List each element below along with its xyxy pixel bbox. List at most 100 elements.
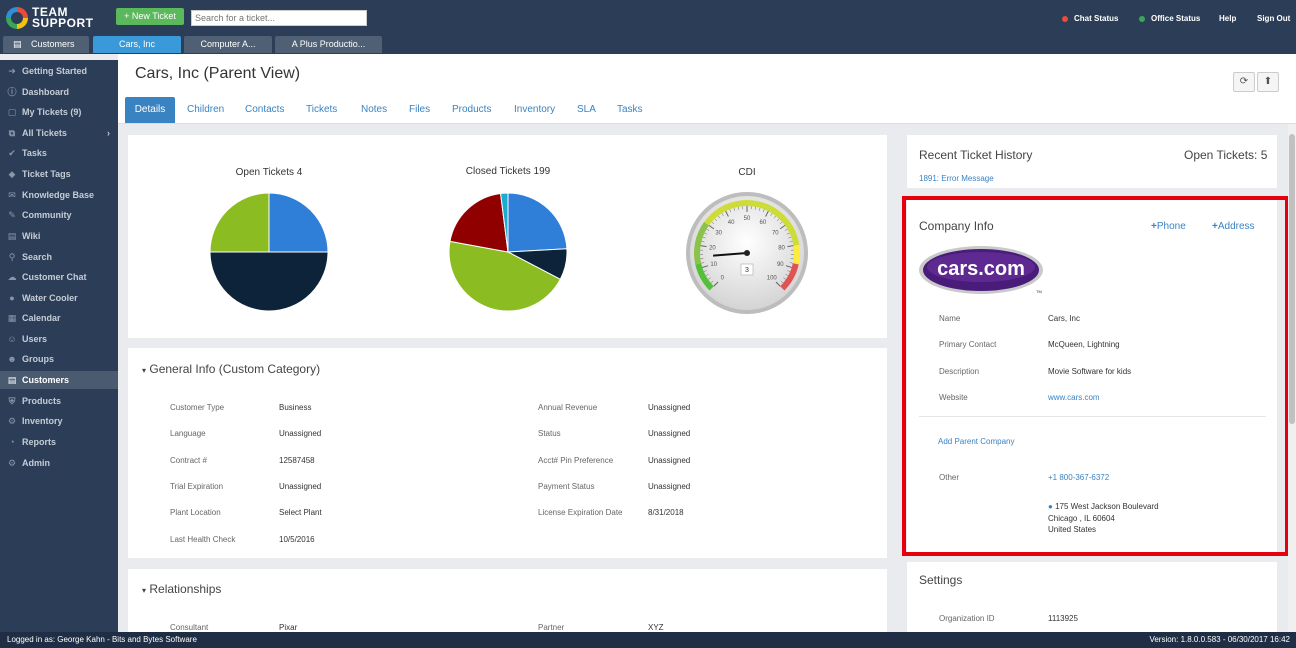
open-tickets-pie-chart[interactable] (209, 192, 329, 312)
sidebar-item-admin[interactable]: ⚙ Admin (0, 454, 118, 472)
annual-revenue-value[interactable]: Unassigned (648, 403, 691, 412)
last-health-check-value[interactable]: 10/5/2016 (279, 535, 315, 544)
add-parent-company-link[interactable]: Add Parent Company (938, 437, 1015, 446)
open-tickets-pie-slice-1[interactable] (209, 251, 329, 312)
add-address-button[interactable]: +Address (1212, 221, 1255, 232)
new-ticket-button[interactable]: + New Ticket (116, 8, 184, 25)
sidebar-item-community[interactable]: ✎ Community (0, 206, 118, 224)
primary-contact-value[interactable]: McQueen, Lightning (1048, 340, 1120, 349)
sidebar-item-all-tickets[interactable]: ⧉ All Tickets › (0, 124, 118, 142)
acct-pin-preference-value[interactable]: Unassigned (648, 456, 691, 465)
scrollbar-thumb[interactable] (1289, 134, 1295, 424)
sidebar-item-wiki[interactable]: ▤ Wiki (0, 227, 118, 245)
tab-products[interactable]: Products (452, 104, 492, 115)
gear-icon: ⚙ (7, 458, 17, 468)
tab-tasks[interactable]: Tasks (617, 104, 643, 115)
svg-text:TM: TM (1036, 289, 1042, 294)
open-tab-cars-inc[interactable]: Cars, Inc (93, 36, 181, 53)
field-label: Organization ID (939, 614, 995, 623)
help-link[interactable]: Help (1219, 14, 1237, 23)
sidebar-item-customer-chat[interactable]: ☁ Customer Chat (0, 268, 118, 286)
tab-tickets[interactable]: Tickets (306, 104, 338, 115)
customer-type-value[interactable]: Business (279, 403, 312, 412)
sidebar-item-reports[interactable]: ◔ Reports (0, 433, 118, 451)
tab-details[interactable]: Details (125, 97, 175, 123)
status-value[interactable]: Unassigned (648, 429, 691, 438)
sidebar-item-users[interactable]: ☺ Users (0, 330, 118, 348)
tab-inventory[interactable]: Inventory (514, 104, 556, 115)
closed-tickets-pie-slice-2[interactable] (448, 240, 561, 312)
general-info-header[interactable]: ▾ General Info (Custom Category) (142, 362, 320, 376)
recent-ticket-link[interactable]: 1891: Error Message (919, 174, 994, 183)
teamsupport-logo[interactable]: TEAM SUPPORT (6, 5, 102, 31)
consultant-value[interactable]: Pixar (279, 623, 298, 632)
sidebar-item-search[interactable]: ⚲ Search (0, 248, 118, 266)
add-phone-button[interactable]: +Phone (1151, 221, 1186, 232)
caret-down-icon: ▾ (142, 366, 147, 375)
field-label: Language (170, 429, 206, 438)
closed-tickets-pie-slice-0[interactable] (507, 192, 568, 253)
calendar-icon: ▦ (7, 313, 17, 323)
office-status-toggle[interactable]: Office Status (1139, 14, 1200, 23)
license-expiration-value[interactable]: 8/31/2018 (648, 508, 684, 517)
gauge-tick-label: 90 (777, 262, 784, 268)
sidebar-item-calendar[interactable]: ▦ Calendar (0, 309, 118, 327)
customers-icon: ▤ (13, 39, 22, 49)
chevron-right-icon: › (107, 128, 110, 138)
ticket-icon: ▢ (7, 107, 17, 117)
contract-number-value[interactable]: 12587458 (279, 456, 315, 465)
gauge-tick (702, 265, 709, 268)
sidebar-item-customers[interactable]: ▤ Customers (0, 371, 118, 389)
field-label: Other (939, 473, 960, 482)
chat-status-toggle[interactable]: Chat Status (1062, 14, 1118, 23)
open-tab-a-plus-productions[interactable]: A Plus Productio... (275, 36, 382, 53)
relationships-header[interactable]: ▾ Relationships (142, 582, 221, 596)
tab-files[interactable]: Files (409, 104, 431, 115)
sidebar-item-my-tickets[interactable]: ▢ My Tickets (9) (0, 103, 118, 121)
partner-value[interactable]: XYZ (648, 623, 664, 632)
ticket-search-input[interactable] (191, 10, 367, 26)
main-scrollbar[interactable] (1288, 124, 1296, 632)
sidebar-item-tasks[interactable]: ✔ Tasks (0, 144, 118, 162)
tab-notes[interactable]: Notes (361, 104, 388, 115)
gauge-band-3 (792, 244, 800, 265)
pin-button[interactable]: ⬆ (1257, 72, 1279, 92)
sidebar-item-getting-started[interactable]: ➜ Getting Started (0, 62, 118, 80)
customers-icon: ▤ (7, 375, 17, 385)
gauge-tick (776, 218, 780, 222)
sidebar-item-groups[interactable]: ☻ Groups (0, 350, 118, 368)
tab-children[interactable]: Children (187, 104, 225, 115)
open-tab-computer-a[interactable]: Computer A... (184, 36, 272, 53)
closed-tickets-pie-slice-3[interactable] (449, 192, 509, 253)
closed-tickets-pie-chart[interactable] (448, 192, 568, 312)
description-value[interactable]: Movie Software for kids (1048, 367, 1132, 376)
closed-tickets-pie-slice-4[interactable] (500, 192, 509, 253)
tab-contacts[interactable]: Contacts (245, 104, 285, 115)
sidebar-item-knowledge-base[interactable]: ✉ Knowledge Base (0, 186, 118, 204)
community-icon: ✎ (8, 210, 16, 220)
gauge-tick (707, 277, 711, 280)
field-label: Last Health Check (170, 535, 236, 544)
payment-status-value[interactable]: Unassigned (648, 482, 691, 491)
phone-number-link[interactable]: +1 800-367-6372 (1048, 473, 1110, 482)
open-tickets-pie-slice-0[interactable] (268, 192, 329, 253)
company-name-value[interactable]: Cars, Inc (1048, 314, 1081, 323)
plant-location-value[interactable]: Select Plant (279, 508, 322, 517)
refresh-button[interactable]: ⟳ (1233, 72, 1255, 92)
open-tab-customers[interactable]: ▤ Customers (3, 36, 89, 53)
sidebar-item-inventory[interactable]: ⚙ Inventory (0, 412, 118, 430)
sign-out-link[interactable]: Sign Out (1257, 14, 1291, 23)
address-block[interactable]: ● 175 West Jackson Boulevard (1048, 502, 1159, 511)
search-icon: ⚲ (8, 252, 16, 262)
website-link[interactable]: www.cars.com (1048, 393, 1100, 402)
tab-sla[interactable]: SLA (577, 104, 596, 115)
svg-text:cars.com: cars.com (937, 258, 1025, 280)
gauge-tick-label: 80 (778, 246, 785, 252)
sidebar-item-ticket-tags[interactable]: ◆ Ticket Tags (0, 165, 118, 183)
sidebar-item-water-cooler[interactable]: ● Water Cooler (0, 289, 118, 307)
sidebar-item-dashboard[interactable]: ⓘ Dashboard (0, 83, 118, 101)
language-value[interactable]: Unassigned (279, 429, 322, 438)
trial-expiration-value[interactable]: Unassigned (279, 482, 322, 491)
sidebar-item-products[interactable]: ⛨ Products (0, 392, 118, 410)
open-tickets-pie-slice-2[interactable] (209, 192, 270, 253)
